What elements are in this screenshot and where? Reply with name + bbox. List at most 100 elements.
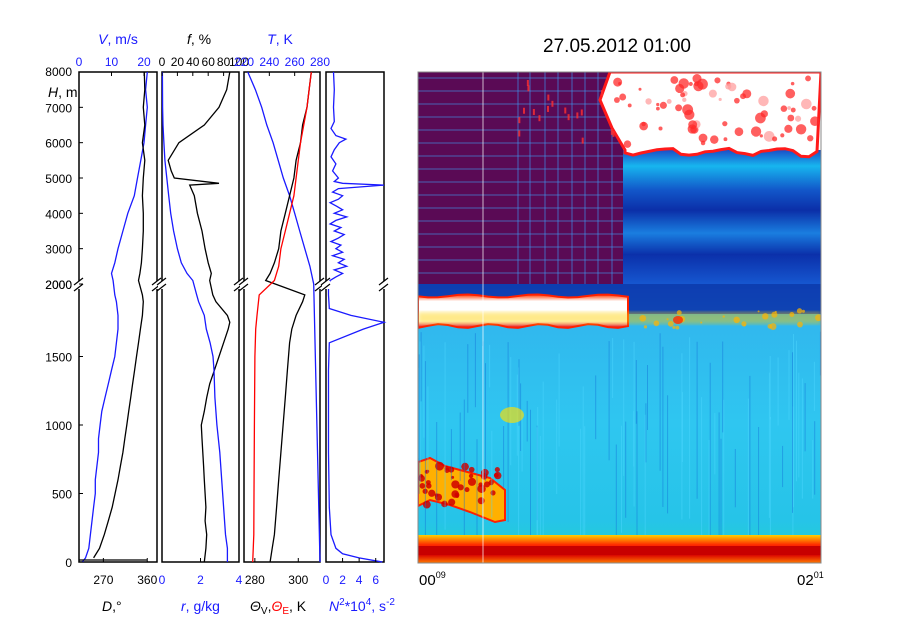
cloud-speck (666, 99, 672, 104)
axis-break-slash (314, 277, 325, 286)
plume-speck (488, 479, 494, 486)
y-tick-label: 2000 (45, 278, 72, 292)
echogram-frame (417, 71, 822, 564)
echo-plume-core (418, 461, 502, 509)
echo-speck (673, 316, 683, 324)
cloud-speck (538, 115, 541, 122)
cloud-speck (656, 102, 660, 107)
cloud-speck (759, 134, 763, 138)
cloud-speck (627, 103, 632, 108)
cloud-speck (682, 104, 694, 116)
humidity-panel (161, 71, 240, 563)
echo-speck (500, 407, 524, 423)
stability-panel (325, 71, 387, 563)
echogram-end-time: 0201 (797, 570, 824, 589)
stability-panel-data (327, 71, 387, 563)
cloud-speck (723, 137, 728, 142)
echo-speck (733, 316, 740, 324)
cloud-speck (688, 81, 693, 86)
cloud-speck (567, 114, 570, 121)
cloud-speck (805, 75, 812, 82)
echo-speck (700, 321, 703, 324)
echo-speck (769, 323, 777, 330)
cloud-speck (772, 136, 778, 142)
temperature-panel (243, 71, 321, 563)
y-tick-label: 500 (52, 488, 72, 502)
cloud-speck (638, 87, 642, 91)
cloud-speck (710, 135, 719, 144)
cloud-speck (526, 80, 529, 87)
plume-speck (448, 466, 455, 473)
temperature-axis-title: T, K (267, 31, 293, 47)
plume-speck (451, 480, 460, 489)
echo-speck (762, 313, 769, 320)
bottom-tick-label: 0 (159, 573, 166, 587)
top-tick-label: 20 (171, 55, 185, 69)
plume-speck (441, 500, 448, 508)
top-tick-label: 80 (217, 55, 231, 69)
cloud-speck (807, 135, 814, 142)
top-tick-label: 40 (186, 55, 200, 69)
series-v-line (81, 71, 148, 563)
echo-speck (757, 310, 760, 313)
echo-cloud-speckle (518, 74, 820, 148)
plume-speck (490, 490, 496, 496)
y-tick-label: 7000 (45, 101, 72, 115)
temperature-panel-frame (243, 71, 321, 563)
cloud-speck (678, 78, 689, 89)
cloud-speck (742, 89, 752, 99)
echo-speck (815, 314, 821, 322)
axis-break-slash (238, 283, 249, 292)
cloud-speck (614, 97, 620, 103)
cloud-speck (734, 97, 740, 104)
axis-break-slash (238, 277, 249, 286)
echo-speck (666, 318, 669, 321)
cloud-speck (656, 106, 660, 111)
top-tick-label: 10 (105, 55, 119, 69)
series-v-line (264, 71, 312, 563)
echo-speck (796, 308, 803, 314)
echo-speck (722, 315, 725, 318)
theta-axis-title: ΘV,ΘE, K (250, 598, 307, 617)
top-tick-label: 220 (234, 55, 254, 69)
y-tick-label: 4000 (45, 207, 72, 221)
profile-panels: 7000600050004000300020008000200015001000… (45, 31, 395, 617)
cloud-speck (763, 130, 775, 142)
cloud-speck (601, 90, 604, 97)
cloud-speck (612, 130, 615, 137)
series-t-line (247, 71, 321, 563)
n2-axis-title: N2*104, s-2 (329, 597, 395, 614)
cloud-speck (810, 116, 820, 127)
cloud-speck (692, 74, 702, 84)
cloud-speck (641, 121, 646, 127)
plume-speck (451, 490, 459, 498)
cloud-speck (795, 124, 807, 135)
plume-speck (494, 471, 502, 480)
cloud-speck (687, 124, 697, 134)
bottom-tick-label: 360 (137, 573, 157, 587)
cloud-speck (576, 112, 579, 119)
cloud-speck (708, 89, 717, 98)
cloud-speck (682, 97, 687, 102)
plume-speck (468, 466, 475, 473)
cloud-speck (714, 77, 721, 84)
top-tick-label: 60 (202, 55, 216, 69)
echo-speck (771, 311, 778, 318)
cloud-speck (547, 94, 550, 101)
echo-speck (653, 320, 660, 327)
axis-break-gap (75, 281, 83, 289)
sodar-echogram: 0009 0201 (417, 71, 824, 589)
cloud-speck (787, 114, 795, 122)
echo-speck (743, 324, 746, 327)
cloud-speck (790, 81, 795, 86)
axis-break-gap (316, 281, 324, 289)
y-tick-label: 6000 (45, 137, 72, 151)
echo-upper-left-noise-block (418, 72, 623, 284)
wind-panel-frame (78, 71, 158, 563)
stability-panel-frame (325, 71, 385, 563)
bottom-tick-label: 4 (356, 573, 363, 587)
echo-speck (675, 325, 680, 330)
y-tick-label: 3000 (45, 243, 72, 257)
cloud-speck (581, 137, 584, 144)
